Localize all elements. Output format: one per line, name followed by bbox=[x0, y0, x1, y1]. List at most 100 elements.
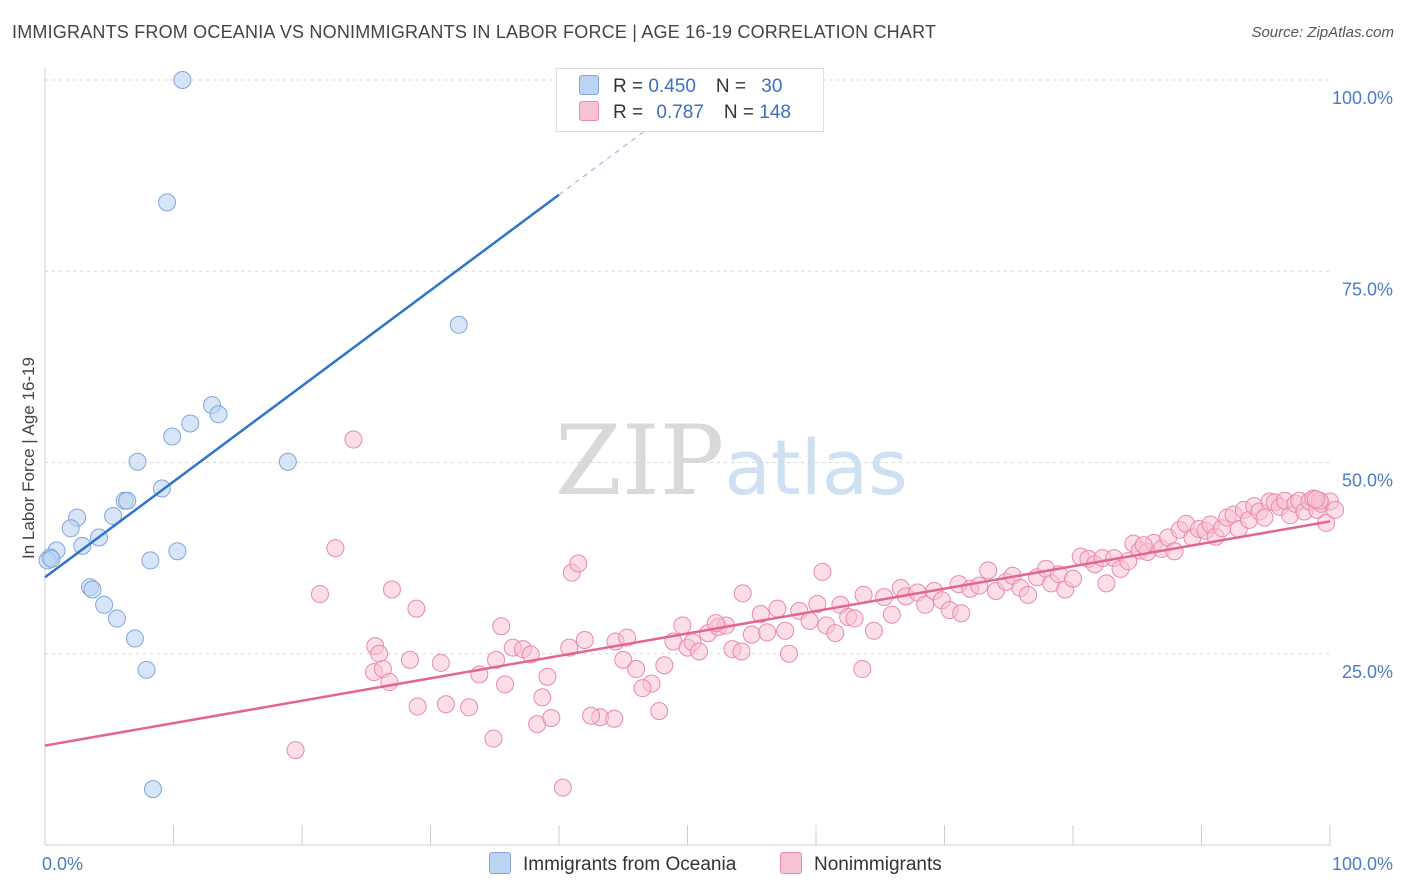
nonimmigrants-point bbox=[533, 688, 552, 707]
oceania-point bbox=[173, 71, 192, 89]
nonimmigrants-point bbox=[380, 673, 399, 692]
nonimmigrants-point bbox=[655, 656, 674, 675]
oceania-point bbox=[181, 414, 200, 433]
nonimmigrants-point bbox=[1326, 500, 1345, 519]
y-tick-label-75: 75.0% bbox=[1342, 279, 1393, 299]
nonimmigrants-point bbox=[484, 729, 503, 748]
nonimmigrants-point bbox=[382, 580, 401, 599]
nonimmigrants-point bbox=[633, 679, 652, 698]
watermark-zip: ZIP bbox=[555, 405, 725, 517]
oceania-r-label: R = bbox=[613, 76, 649, 97]
nonimmigrants-point bbox=[326, 539, 345, 558]
nonimmigrants-trend-line bbox=[44, 520, 1331, 747]
nonimmigrants-point bbox=[733, 584, 752, 603]
nonimmigrants-point bbox=[487, 650, 506, 669]
oceania-n-value: 30 bbox=[761, 76, 783, 97]
oceania-swatch bbox=[579, 75, 599, 95]
oceania-trend-line bbox=[44, 193, 560, 579]
nonimmigrants-point bbox=[1255, 508, 1274, 527]
y-tick-label-50: 50.0% bbox=[1342, 471, 1393, 491]
watermark-atlas: atlas bbox=[724, 423, 908, 512]
nonimmigrants-point bbox=[1019, 585, 1038, 604]
oceania-point bbox=[128, 452, 147, 471]
nonimmigrants-point bbox=[569, 554, 588, 573]
x-tick-label-max: 100.0% bbox=[1332, 854, 1393, 874]
nonimmigrants-point bbox=[521, 645, 540, 664]
nonimmigrants-point bbox=[813, 562, 832, 581]
nonimmigrants-r-label: R = bbox=[613, 102, 649, 123]
legend-swatch-oceania bbox=[489, 852, 511, 874]
nonimmigrants-point bbox=[1306, 490, 1325, 509]
nonimmigrants-point bbox=[882, 605, 901, 624]
legend-label-nonimmigrants: Nonimmigrants bbox=[814, 854, 942, 875]
stats-legend: R = 0.450 N = 30 R = 0.787 N = 148 bbox=[556, 68, 824, 132]
nonimmigrants-point bbox=[979, 561, 998, 580]
nonimmigrants-point bbox=[864, 621, 883, 640]
watermark: ZIPatlas bbox=[555, 405, 908, 517]
oceania-point bbox=[137, 660, 156, 679]
oceania-point bbox=[449, 315, 468, 334]
nonimmigrants-point bbox=[808, 595, 827, 614]
oceania-point bbox=[83, 580, 102, 599]
nonimmigrants-point bbox=[492, 617, 511, 636]
oceania-r-value: 0.450 bbox=[648, 76, 696, 97]
stats-legend-row-nonimmigrants: R = 0.787 N = 148 bbox=[579, 101, 791, 127]
chart-title: IMMIGRANTS FROM OCEANIA VS NONIMMIGRANTS… bbox=[12, 22, 937, 42]
stats-legend-row-oceania: R = 0.450 N = 30 bbox=[579, 75, 782, 101]
oceania-point bbox=[118, 491, 137, 510]
nonimmigrants-point bbox=[627, 660, 646, 679]
oceania-point bbox=[141, 551, 160, 570]
y-tick-label-25: 25.0% bbox=[1342, 662, 1393, 682]
oceania-point bbox=[104, 507, 123, 526]
oceania-point bbox=[61, 519, 80, 538]
oceania-point bbox=[107, 609, 126, 628]
nonimmigrants-point bbox=[400, 650, 419, 669]
nonimmigrants-point bbox=[431, 653, 450, 672]
nonimmigrants-point bbox=[605, 709, 624, 728]
legend-item-nonimmigrants: Nonimmigrants bbox=[780, 852, 942, 876]
nonimmigrants-point bbox=[732, 642, 751, 661]
nonimmigrants-point bbox=[845, 609, 864, 628]
nonimmigrants-point bbox=[780, 644, 799, 663]
nonimmigrants-point bbox=[1134, 536, 1153, 555]
y-tick-label-100: 100.0% bbox=[1332, 88, 1393, 108]
nonimmigrants-point bbox=[575, 630, 594, 649]
oceania-point bbox=[168, 542, 187, 561]
oceania-point bbox=[42, 549, 61, 568]
nonimmigrants-point bbox=[460, 698, 479, 717]
nonimmigrants-point bbox=[751, 604, 770, 623]
nonimmigrants-point bbox=[1165, 542, 1184, 561]
oceania-point bbox=[278, 452, 297, 471]
nonimmigrants-point bbox=[800, 611, 819, 630]
nonimmigrants-point bbox=[560, 638, 579, 657]
nonimmigrants-point bbox=[370, 644, 389, 663]
nonimmigrants-point bbox=[758, 623, 777, 642]
nonimmigrants-n-label: N = bbox=[723, 102, 760, 123]
nonimmigrants-point bbox=[310, 585, 329, 604]
oceania-point bbox=[73, 536, 92, 555]
oceania-point bbox=[158, 193, 177, 212]
nonimmigrants-point bbox=[408, 697, 427, 716]
nonimmigrants-point bbox=[286, 741, 305, 760]
nonimmigrants-point bbox=[407, 599, 426, 618]
nonimmigrants-point bbox=[826, 624, 845, 643]
nonimmigrants-point bbox=[436, 695, 455, 714]
source-label: Source: ZipAtlas.com bbox=[1251, 24, 1394, 41]
nonimmigrants-point bbox=[542, 709, 561, 728]
nonimmigrants-point bbox=[553, 778, 572, 797]
nonimmigrants-point bbox=[952, 604, 971, 623]
nonimmigrants-swatch bbox=[579, 101, 599, 121]
y-axis-label: In Labor Force | Age 16-19 bbox=[19, 357, 38, 559]
nonimmigrants-point bbox=[970, 576, 989, 595]
oceania-point bbox=[209, 405, 228, 424]
oceania-n-label: N = bbox=[715, 76, 752, 97]
nonimmigrants-point bbox=[673, 616, 692, 635]
nonimmigrants-point bbox=[916, 595, 935, 614]
legend-item-oceania: Immigrants from Oceania bbox=[489, 852, 736, 876]
nonimmigrants-n-value: 148 bbox=[759, 102, 791, 123]
legend-swatch-nonimmigrants bbox=[780, 852, 802, 874]
nonimmigrants-point bbox=[1064, 569, 1082, 588]
legend-label-oceania: Immigrants from Oceania bbox=[523, 854, 737, 875]
nonimmigrants-point bbox=[496, 675, 515, 694]
